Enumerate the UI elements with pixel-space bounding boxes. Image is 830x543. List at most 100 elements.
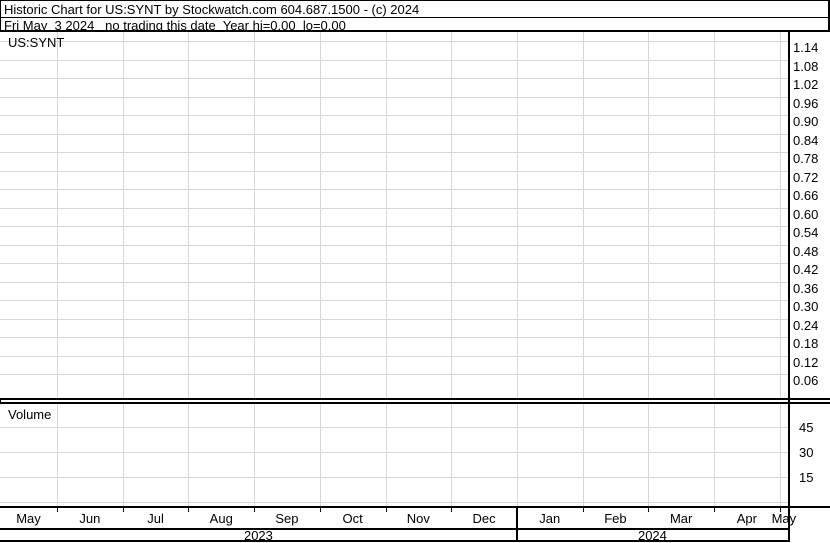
price-month-gridline [582,32,584,398]
volume-tick-label: 15 [799,470,814,485]
price-pane: US:SYNT [0,32,788,398]
year-label: 2024 [637,528,667,543]
price-month-gridline [451,32,453,398]
price-tick-label: 1.08 [793,58,819,74]
price-month-gridline [385,32,387,398]
month-tick [451,508,453,512]
header-bottom-border [0,30,830,32]
year-axis: 2023 2024 [0,528,788,543]
price-tick-label: 0.72 [793,169,819,185]
price-gridline [0,300,788,301]
price-y-axis: 1.14 1.08 1.02 0.96 0.90 0.84 0.78 0.72 0.66 0.60… [790,32,830,398]
volume-month-gridline [648,404,650,506]
volume-gridline [0,477,788,478]
price-gridline [0,115,788,116]
bottom-border [0,540,790,542]
price-gridline [0,96,788,98]
month-tick [648,508,650,512]
header-right-border [828,0,830,31]
pane-separator-top [0,398,830,400]
price-gridline [0,355,788,357]
month-tick [779,508,781,512]
price-tick-label: 1.02 [793,77,819,92]
price-tick-label: 0.06 [793,373,819,388]
volume-tick-label: 30 [799,445,814,460]
volume-gridline [0,452,788,453]
volume-month-gridline [779,404,781,506]
price-month-gridline [188,32,190,398]
month-label: Oct [342,511,363,526]
month-label: Mar [669,511,693,526]
month-label: Sep [275,511,299,526]
year-divider [516,508,518,542]
price-month-gridline [648,32,650,398]
month-tick [319,508,321,512]
price-gridline [0,281,788,283]
month-tick [122,508,124,512]
volume-month-gridline [122,404,124,506]
month-label: May [16,511,41,526]
month-label: Jun [79,511,101,526]
price-tick-label: 0.84 [793,132,819,148]
volume-month-gridline [714,404,715,506]
price-tick-label: 0.12 [793,354,819,370]
volume-tick-label: 45 [799,420,814,435]
price-month-gridline [57,32,58,398]
price-gridline [0,226,788,227]
month-tick [582,508,584,512]
price-gridline [0,263,788,264]
price-gridline [0,337,788,338]
price-tick-label: 0.36 [793,280,819,296]
volume-label: Volume [8,407,52,422]
month-label: Jul [147,511,164,526]
price-gridline [0,244,788,246]
volume-bottom-border [0,506,830,508]
volume-month-gridline [451,404,453,506]
price-tick-label: 0.78 [793,151,819,166]
axis-column-border [788,32,790,542]
price-gridline [0,189,788,190]
month-label: Dec [472,511,496,526]
month-label: Aug [209,511,233,526]
price-tick-label: 0.66 [793,188,819,203]
price-tick-label: 0.30 [793,299,819,314]
month-tick [714,508,715,512]
month-tick [188,508,190,512]
price-tick-label: 1.14 [793,40,819,55]
volume-pane: Volume [0,404,788,506]
month-label: Apr [736,511,757,526]
symbol-label: US:SYNT [8,35,65,50]
price-gridline [0,207,788,209]
month-tick [254,508,256,512]
price-tick-label: 0.54 [793,225,819,240]
price-gridline [0,170,788,172]
header-divider [0,17,830,18]
price-gridline [0,78,788,79]
price-tick-label: 0.90 [793,114,819,129]
price-month-gridline [516,32,518,398]
price-gridline [0,59,788,61]
volume-month-gridline [57,404,58,506]
volume-month-gridline [188,404,190,506]
volume-month-gridline [516,404,518,506]
chart-title: Historic Chart for US:SYNT by Stockwatch… [4,2,420,17]
month-row-bottom-border [0,528,790,530]
month-label: Nov [406,511,430,526]
price-month-gridline [254,32,256,398]
price-month-gridline [122,32,124,398]
pane-separator-bottom [0,402,830,404]
price-tick-label: 0.96 [793,95,819,111]
year-label: 2023 [243,528,273,543]
price-month-gridline [714,32,715,398]
price-gridline [0,374,788,375]
month-label: Jan [539,511,561,526]
price-gridline [0,318,788,320]
top-border [0,0,830,1]
volume-month-gridline [319,404,321,506]
month-axis: May Jun Jul Aug Sep Oct Nov Dec Jan Feb Mar Apr May [0,508,796,528]
price-tick-label: 0.60 [793,206,819,222]
month-tick [385,508,387,512]
price-tick-label: 0.42 [793,262,819,277]
chart-status-line: Fri May 3 2024 no trading this date Year… [4,18,346,33]
